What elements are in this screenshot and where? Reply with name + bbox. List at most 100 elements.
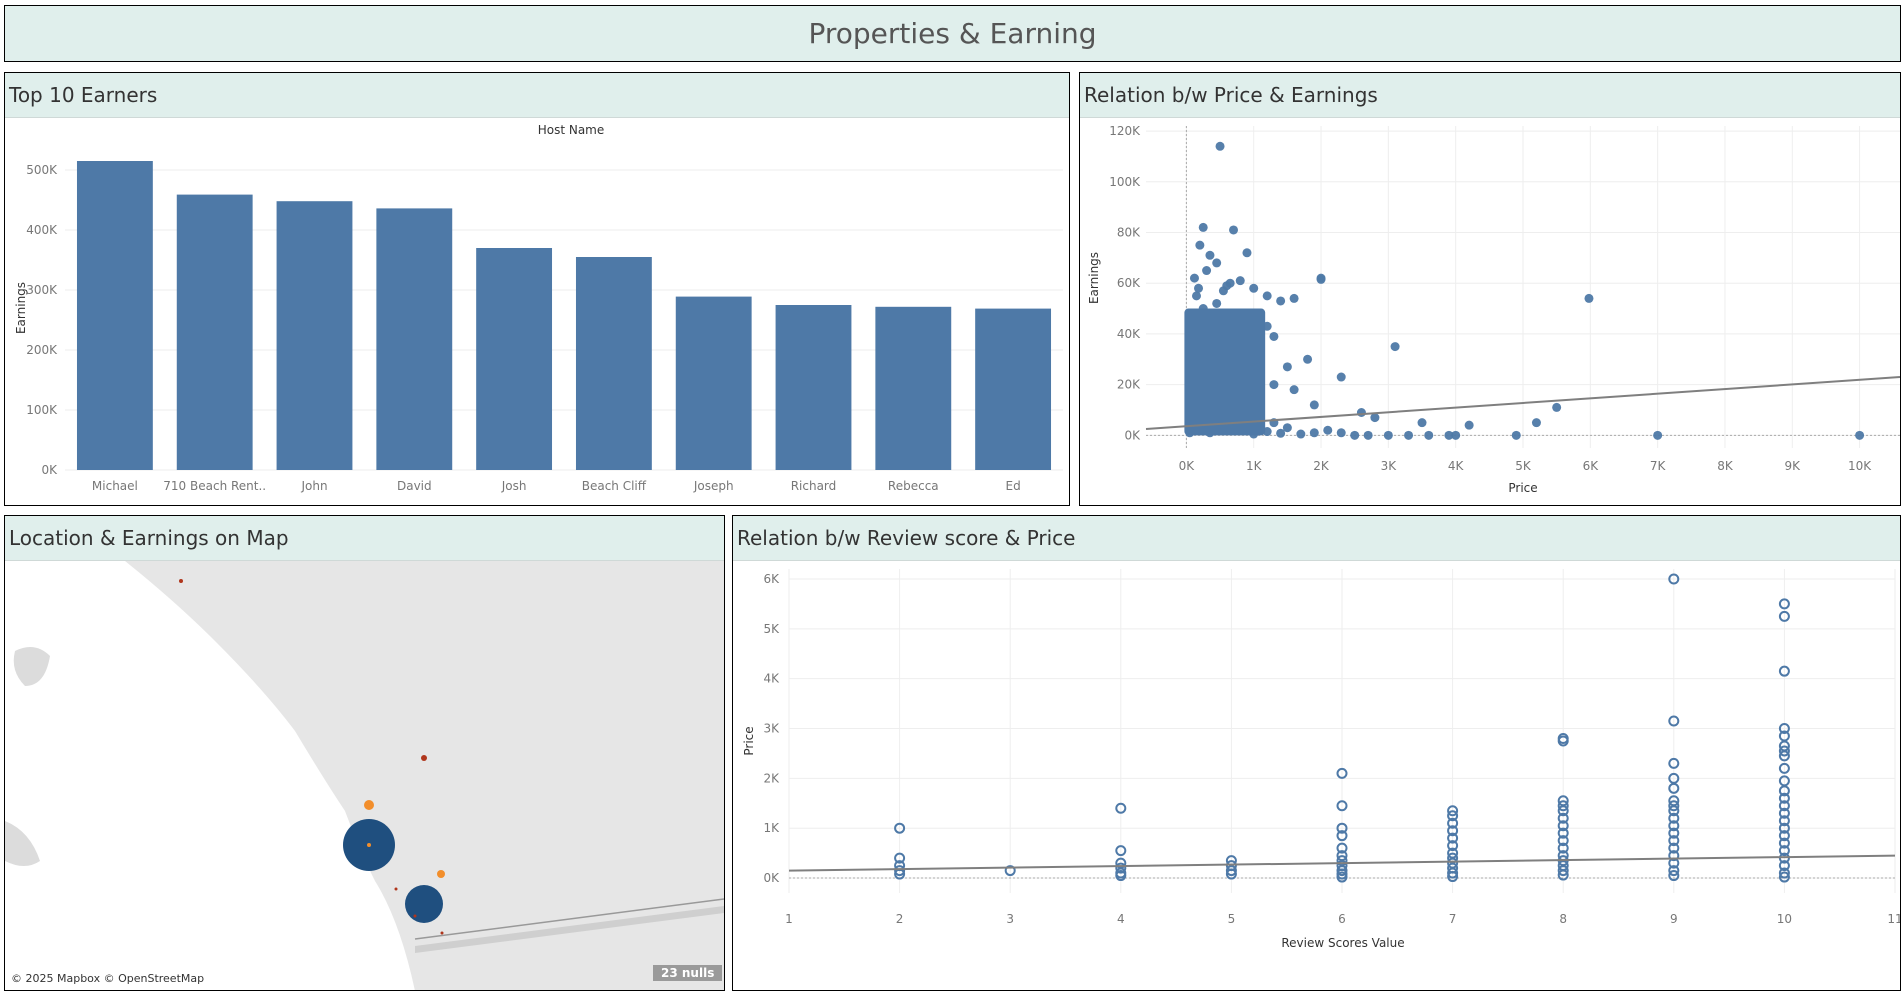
rp-point[interactable] — [1225, 865, 1237, 877]
map-point[interactable] — [437, 870, 445, 878]
pe-point[interactable] — [1229, 225, 1239, 235]
rp-point[interactable] — [1778, 860, 1790, 872]
pe-point[interactable] — [1262, 291, 1272, 301]
pe-point[interactable] — [1276, 428, 1286, 438]
rp-point[interactable] — [1336, 842, 1348, 854]
pe-point[interactable] — [1218, 286, 1228, 296]
pe-point[interactable] — [1323, 425, 1333, 435]
pe-point[interactable] — [1282, 423, 1292, 433]
rp-point[interactable] — [1447, 832, 1459, 844]
pe-point[interactable] — [1194, 283, 1204, 293]
rp-point[interactable] — [1778, 837, 1790, 849]
map-point[interactable] — [421, 755, 427, 761]
bar[interactable] — [276, 201, 353, 470]
pe-point[interactable] — [1363, 430, 1373, 440]
bar[interactable] — [176, 194, 253, 470]
pe-point[interactable] — [1235, 276, 1245, 286]
rp-point[interactable] — [1004, 865, 1016, 877]
pe-point[interactable] — [1249, 283, 1259, 293]
rp-point[interactable] — [894, 822, 906, 834]
rp-point[interactable] — [1668, 827, 1680, 839]
rp-point[interactable] — [1778, 807, 1790, 819]
rp-point[interactable] — [1115, 870, 1127, 882]
bar[interactable] — [575, 257, 652, 470]
rp-point[interactable] — [1778, 822, 1790, 834]
rp-point[interactable] — [1778, 785, 1790, 797]
pe-point[interactable] — [1336, 428, 1346, 438]
pe-point[interactable] — [1303, 354, 1313, 364]
pe-point[interactable] — [1269, 380, 1279, 390]
rp-point[interactable] — [894, 865, 906, 877]
pe-point[interactable] — [1653, 430, 1663, 440]
rp-point[interactable] — [1557, 812, 1569, 824]
nulls-badge[interactable]: 23 nulls — [653, 965, 723, 981]
pe-point[interactable] — [1350, 430, 1360, 440]
bar[interactable] — [975, 308, 1052, 470]
pe-point[interactable] — [1424, 430, 1434, 440]
map-point[interactable] — [367, 843, 371, 847]
pe-point[interactable] — [1390, 342, 1400, 352]
pe-point[interactable] — [1316, 274, 1326, 284]
pe-point[interactable] — [1202, 266, 1212, 276]
pe-point[interactable] — [1511, 430, 1521, 440]
rp-point[interactable] — [1557, 735, 1569, 747]
pe-point[interactable] — [1195, 240, 1205, 250]
rp-point[interactable] — [1668, 757, 1680, 769]
rp-point[interactable] — [1557, 805, 1569, 817]
pe-point[interactable] — [1444, 430, 1454, 440]
pe-point[interactable] — [1198, 222, 1208, 232]
rp-point[interactable] — [1336, 800, 1348, 812]
rp-point[interactable] — [1778, 610, 1790, 622]
pe-point[interactable] — [1205, 250, 1215, 260]
rp-point[interactable] — [1668, 782, 1680, 794]
map-point[interactable] — [394, 887, 398, 891]
rp-point[interactable] — [1668, 842, 1680, 854]
pe-point[interactable] — [1282, 362, 1292, 372]
rp-point[interactable] — [1668, 805, 1680, 817]
pe-point[interactable] — [1356, 408, 1366, 418]
pe-point-cluster[interactable] — [1184, 308, 1266, 436]
pe-point[interactable] — [1289, 385, 1299, 395]
pe-point[interactable] — [1242, 248, 1252, 258]
pe-point[interactable] — [1370, 413, 1380, 423]
rp-point[interactable] — [1447, 825, 1459, 837]
pe-point[interactable] — [1191, 291, 1201, 301]
rp-point[interactable] — [1557, 800, 1569, 812]
rp-point[interactable] — [1557, 820, 1569, 832]
pe-point[interactable] — [1552, 402, 1562, 412]
pe-point[interactable] — [1189, 273, 1199, 283]
rp-point[interactable] — [1668, 573, 1680, 585]
pe-point[interactable] — [1417, 418, 1427, 428]
pe-point[interactable] — [1336, 372, 1346, 382]
pe-point[interactable] — [1464, 420, 1474, 430]
pe-point[interactable] — [1309, 400, 1319, 410]
pe-point[interactable] — [1296, 429, 1306, 439]
rp-point[interactable] — [1115, 845, 1127, 857]
rp-point[interactable] — [894, 852, 906, 864]
map-point[interactable] — [364, 800, 374, 810]
rp-point[interactable] — [1778, 750, 1790, 762]
rp-point[interactable] — [1336, 871, 1348, 883]
rp-point[interactable] — [1336, 767, 1348, 779]
pe-point[interactable] — [1584, 293, 1594, 303]
rp-point[interactable] — [1447, 817, 1459, 829]
rp-point[interactable] — [1336, 865, 1348, 877]
rp-point[interactable] — [1336, 822, 1348, 834]
rp-point[interactable] — [1778, 598, 1790, 610]
rp-point[interactable] — [1557, 869, 1569, 881]
bar[interactable] — [775, 305, 852, 470]
pe-point[interactable] — [1451, 430, 1461, 440]
pe-point[interactable] — [1855, 430, 1865, 440]
rp-point[interactable] — [1557, 835, 1569, 847]
rp-point[interactable] — [1668, 800, 1680, 812]
map-canvas[interactable] — [5, 561, 724, 991]
rp-point[interactable] — [1668, 835, 1680, 847]
map-point[interactable] — [413, 914, 417, 918]
rp-point[interactable] — [1778, 871, 1790, 883]
rp-point[interactable] — [1668, 850, 1680, 862]
rp-point[interactable] — [1778, 745, 1790, 757]
rp-point[interactable] — [1668, 715, 1680, 727]
pe-point[interactable] — [1383, 430, 1393, 440]
rp-point[interactable] — [1668, 870, 1680, 882]
rp-point[interactable] — [1115, 802, 1127, 814]
